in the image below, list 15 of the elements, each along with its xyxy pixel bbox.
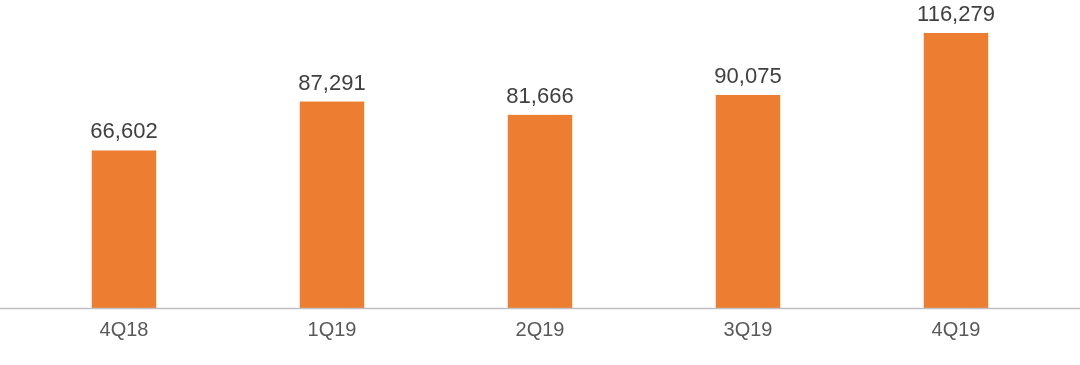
bar [715,94,781,308]
data-label: 81,666 [506,82,574,108]
bar [923,33,989,308]
bar [299,101,365,308]
x-tick-label: 3Q19 [723,318,773,341]
bar [91,150,157,308]
x-tick-label: 4Q19 [931,318,981,341]
bar [507,114,573,308]
data-label: 116,279 [917,1,995,26]
data-label: 66,602 [90,118,158,144]
x-tick-label: 1Q19 [307,318,357,341]
x-tick-label: 4Q18 [99,318,149,341]
data-label: 90,075 [714,62,782,88]
x-tick-label: 2Q19 [515,318,565,341]
data-label: 87,291 [298,69,366,95]
